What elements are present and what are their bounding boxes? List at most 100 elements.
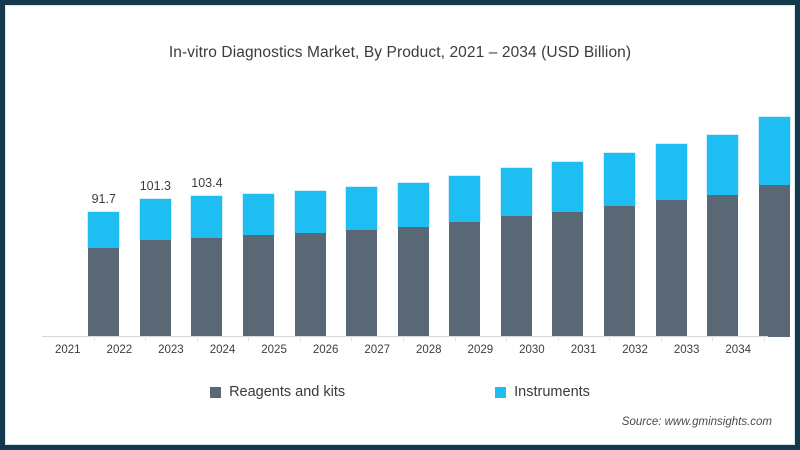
bar-stack — [243, 193, 274, 337]
bar-stack — [500, 168, 532, 337]
bar-value-label: 103.4 — [191, 176, 223, 191]
bar-group[interactable] — [397, 182, 429, 337]
x-axis-line — [42, 336, 768, 337]
x-axis-label: 2025 — [261, 344, 287, 356]
x-axis-tick — [351, 336, 353, 341]
bar-segment-reagents-and-kits[interactable] — [552, 212, 584, 337]
x-axis-tick — [454, 336, 456, 341]
bar-segment-reagents-and-kits[interactable] — [88, 247, 120, 337]
plot-area: 91.7 101.3 103.4 — [42, 92, 790, 337]
legend-item-reagents-and-kits[interactable]: Reagents and kits — [210, 384, 345, 400]
x-axis-tick — [145, 336, 147, 341]
bar-stack — [346, 186, 378, 337]
x-axis-label: 2034 — [725, 344, 751, 356]
bar-group[interactable] — [604, 153, 635, 337]
bar-segment-instruments[interactable] — [604, 153, 635, 207]
bar-segment-reagents-and-kits[interactable] — [655, 200, 687, 337]
x-axis-tick — [609, 336, 611, 341]
x-axis-label: 2027 — [364, 344, 390, 356]
x-axis-tick — [93, 336, 95, 341]
bar-stack — [707, 134, 739, 337]
bar-value-label: 101.3 — [139, 179, 171, 194]
bar-segment-instruments[interactable] — [552, 162, 584, 213]
x-axis-label: 2030 — [519, 344, 545, 356]
bar-segment-reagents-and-kits[interactable] — [346, 230, 378, 337]
bar-segment-reagents-and-kits[interactable] — [397, 227, 429, 337]
x-axis-tick — [712, 336, 714, 341]
x-axis-label: 2029 — [467, 344, 494, 356]
bar-segment-instruments[interactable] — [88, 212, 120, 248]
bar-segment-reagents-and-kits[interactable] — [500, 216, 532, 337]
x-axis-tick — [557, 336, 559, 341]
bar-segment-instruments[interactable] — [397, 182, 429, 228]
bar-group[interactable] — [552, 162, 584, 337]
bar-group[interactable] — [707, 134, 739, 337]
bar-segment-reagents-and-kits[interactable] — [294, 233, 326, 337]
bar-segment-instruments[interactable] — [655, 144, 687, 201]
bar-group[interactable] — [346, 186, 378, 337]
legend-label: Reagents and kits — [229, 384, 346, 400]
x-axis-tick — [506, 336, 508, 341]
bar-segment-instruments[interactable] — [191, 196, 223, 238]
bar-stack — [552, 162, 584, 337]
bar-group[interactable] — [500, 168, 532, 337]
bar-group[interactable]: 101.3 — [139, 179, 171, 337]
x-axis-tick — [660, 336, 662, 341]
x-axis-label: 2022 — [106, 344, 133, 356]
bar-segment-instruments[interactable] — [707, 134, 739, 195]
bar-segment-reagents-and-kits[interactable] — [707, 194, 739, 337]
bar-segment-instruments[interactable] — [346, 186, 378, 231]
bar-segment-instruments[interactable] — [449, 176, 481, 223]
x-axis-label: 2032 — [622, 344, 648, 356]
x-axis-tick — [299, 336, 301, 341]
bar-stack — [88, 212, 120, 337]
chart-canvas: In-vitro Diagnostics Market, By Product,… — [5, 5, 795, 445]
bar-segment-reagents-and-kits[interactable] — [191, 237, 223, 337]
bar-group[interactable] — [243, 193, 274, 337]
bar-segment-reagents-and-kits[interactable] — [243, 235, 274, 337]
x-axis-label: 2031 — [570, 344, 597, 356]
bar-group[interactable] — [655, 144, 687, 337]
bar-segment-instruments[interactable] — [758, 116, 790, 185]
bar-stack — [139, 199, 171, 337]
bar-group[interactable] — [449, 176, 481, 337]
x-axis-label: 2026 — [312, 344, 339, 356]
bar-segment-reagents-and-kits[interactable] — [449, 222, 481, 337]
bar-segment-instruments[interactable] — [139, 199, 171, 240]
legend-item-instruments[interactable]: Instruments — [495, 384, 590, 400]
legend-label: Instruments — [514, 384, 590, 400]
x-axis-label: 2021 — [54, 344, 81, 356]
x-axis-tick — [196, 336, 198, 341]
bar-stack — [604, 153, 635, 337]
chart-legend: Reagents and kits Instruments — [6, 384, 794, 400]
x-axis-label: 2024 — [209, 344, 236, 356]
bar-stack — [294, 190, 326, 337]
x-axis-label: 2028 — [415, 344, 442, 356]
bar-stack — [655, 144, 687, 337]
bar-value-label: 91.7 — [91, 192, 116, 207]
bar-segment-reagents-and-kits[interactable] — [604, 206, 635, 337]
x-axis-tick — [764, 336, 765, 341]
bar-group[interactable] — [758, 116, 790, 337]
x-axis-tick — [403, 336, 404, 341]
bar-group[interactable]: 91.7 — [88, 192, 120, 337]
x-axis-label: 2023 — [158, 344, 184, 356]
bar-stack — [397, 182, 429, 337]
x-axis-tick — [248, 336, 250, 341]
square-swatch-icon — [495, 386, 507, 398]
bar-stack — [758, 116, 790, 337]
bar-stack — [191, 196, 223, 337]
x-axis-label: 2033 — [673, 344, 700, 356]
bar-segment-instruments[interactable] — [500, 168, 532, 217]
bar-group[interactable]: 103.4 — [191, 176, 223, 337]
bar-stack — [449, 176, 481, 337]
bar-segment-reagents-and-kits[interactable] — [139, 239, 171, 337]
bar-group[interactable] — [294, 190, 326, 337]
bar-segment-instruments[interactable] — [243, 193, 274, 236]
bar-segment-instruments[interactable] — [294, 190, 326, 234]
chart-title: In-vitro Diagnostics Market, By Product,… — [168, 44, 632, 61]
square-swatch-icon — [210, 386, 222, 398]
source-attribution: Source: www.gminsights.com — [621, 416, 772, 428]
bar-segment-reagents-and-kits[interactable] — [758, 184, 790, 337]
